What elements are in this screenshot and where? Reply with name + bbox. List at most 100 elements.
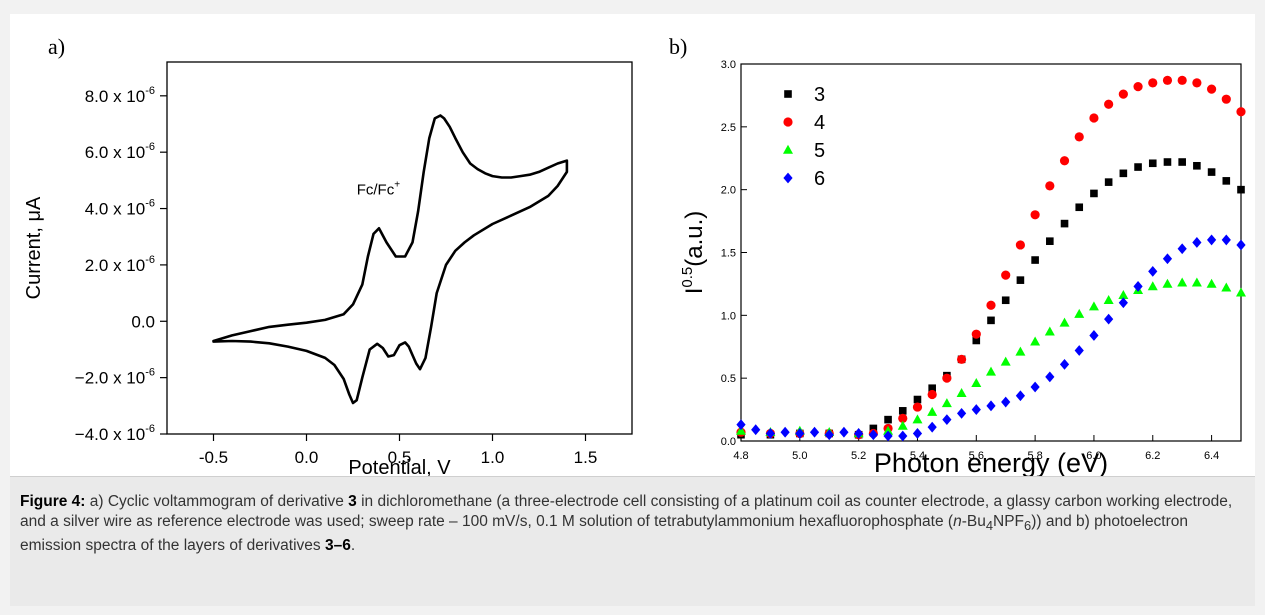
point-series-5: [883, 425, 894, 435]
point-series-6: [1162, 253, 1173, 265]
point-series-6: [809, 426, 820, 438]
point-series-5: [1015, 346, 1026, 356]
legend-label-6: 6: [814, 168, 825, 190]
point-series-5: [941, 398, 952, 408]
point-series-5: [1221, 282, 1232, 292]
point-series-4: [1192, 78, 1202, 88]
legend-marker-6: [783, 172, 793, 184]
point-series-6: [780, 426, 790, 438]
x-tick-label-b: 5.2: [851, 450, 866, 462]
y-tick-label-a: 6.0 x 10-6: [85, 141, 155, 162]
caption-segment-10: .: [350, 537, 356, 555]
point-series-3: [913, 395, 922, 404]
point-series-5: [1236, 287, 1246, 297]
plot-frame-a: [166, 61, 633, 435]
y-tick-label-b: 2.5: [721, 122, 736, 134]
point-series-3: [1031, 256, 1039, 264]
y-tick-label-b: 1.5: [721, 248, 736, 260]
point-series-6: [1089, 330, 1099, 341]
y-tick-label-b: 0.0: [721, 436, 736, 448]
point-series-4: [942, 373, 952, 383]
point-series-3: [1222, 177, 1231, 185]
legend-marker-3: [784, 90, 792, 98]
point-series-5: [1147, 281, 1158, 291]
point-series-6: [1206, 234, 1217, 246]
point-series-6: [736, 419, 746, 431]
x-tick-label-b: 5.8: [1027, 450, 1042, 462]
point-series-4: [1148, 78, 1158, 88]
point-series-6: [1236, 239, 1246, 251]
point-series-5: [927, 406, 938, 416]
series-3: [737, 158, 1245, 439]
point-series-3: [1207, 168, 1216, 176]
panel-label-a: a): [48, 34, 65, 59]
point-series-6: [1192, 237, 1202, 248]
point-series-5: [1074, 308, 1085, 318]
point-series-5: [1162, 278, 1173, 288]
caption-segment-4: -Bu: [961, 513, 986, 530]
y-tick-label-b: 0.5: [721, 373, 736, 385]
point-series-3: [884, 415, 892, 424]
point-series-5: [1177, 277, 1188, 287]
caption-segment-3: n: [953, 513, 962, 530]
point-series-6: [1118, 297, 1128, 309]
point-series-3: [928, 384, 936, 393]
caption-segment-6: NPF: [993, 513, 1025, 530]
point-series-6: [868, 429, 878, 441]
fc-annotation: Fc/Fc+: [357, 179, 401, 198]
legend-marker-5: [783, 144, 793, 154]
point-series-6: [1045, 371, 1055, 383]
point-series-4: [956, 354, 967, 364]
x-tick-label-b: 5.6: [969, 450, 984, 462]
y-axis-title-b: I0.5(a.u.): [679, 211, 708, 295]
point-series-4: [1206, 84, 1217, 94]
caption-segment-0: a) Cyclic voltammogram of derivative: [85, 493, 349, 510]
point-series-3: [1075, 203, 1084, 212]
point-series-6: [839, 426, 849, 438]
x-tick-label-a: -0.5: [199, 448, 228, 467]
legend-label-5: 5: [814, 140, 825, 162]
point-series-3: [1119, 169, 1128, 178]
point-series-6: [986, 400, 996, 412]
point-series-5: [897, 420, 908, 430]
point-series-3: [1237, 185, 1245, 194]
caption-text: Figure 4: a) Cyclic voltammogram of deri…: [20, 492, 1235, 556]
caption-segment-9: 3–6: [324, 537, 351, 555]
figure-caption: Figure 4: a) Cyclic voltammogram of deri…: [10, 476, 1255, 606]
photoelectron-spectra-chart: b) 4.8 5.0 5.2 5.4 5.6 5.8 6.0 6.2 6.4 0.0 0.5 1.0 1.…: [669, 34, 1246, 478]
point-series-3: [869, 424, 878, 433]
point-series-3: [1016, 276, 1025, 284]
x-tick-label-a: 1.5: [574, 448, 598, 467]
point-series-5: [1191, 277, 1202, 287]
caption-segment-8: )) and b) photoelectron emission spectra…: [20, 513, 1189, 555]
point-series-6: [1104, 313, 1114, 325]
point-series-5: [736, 425, 746, 435]
cv-curve-0: [212, 114, 569, 405]
point-series-3: [1134, 163, 1142, 171]
point-series-6: [1148, 265, 1158, 277]
caption-segment-5: 4: [985, 518, 994, 534]
point-series-3: [1148, 159, 1157, 168]
series-6: [736, 234, 1246, 442]
point-series-4: [971, 329, 981, 339]
point-series-3: [1104, 178, 1113, 186]
y-tick-label-b: 3.0: [721, 59, 736, 71]
y-tick-label-a: −2.0 x 10-6: [75, 367, 155, 388]
caption-segment-1: 3: [348, 493, 357, 510]
caption-body: a) Cyclic voltammogram of derivative 3 i…: [20, 493, 1232, 554]
point-series-6: [942, 414, 952, 426]
point-series-3: [1193, 161, 1201, 170]
point-series-4: [1118, 89, 1128, 99]
point-series-6: [1177, 243, 1187, 255]
point-series-6: [1059, 358, 1070, 370]
caption-segment-2: in dichloromethane (a three-electrode ce…: [20, 493, 1233, 530]
point-series-5: [956, 388, 967, 398]
point-series-6: [1030, 381, 1040, 393]
cyclic-voltammogram-chart: a) -0.5 0.0 0.5 1.0 1.5 −4.0 x 10-6 −2.0 x 10-6…: [23, 34, 633, 479]
y-tick-label-a: 0.0: [131, 312, 155, 331]
point-series-5: [986, 366, 996, 376]
point-series-6: [956, 407, 967, 419]
point-series-4: [1162, 75, 1173, 85]
point-series-4: [1074, 132, 1084, 142]
